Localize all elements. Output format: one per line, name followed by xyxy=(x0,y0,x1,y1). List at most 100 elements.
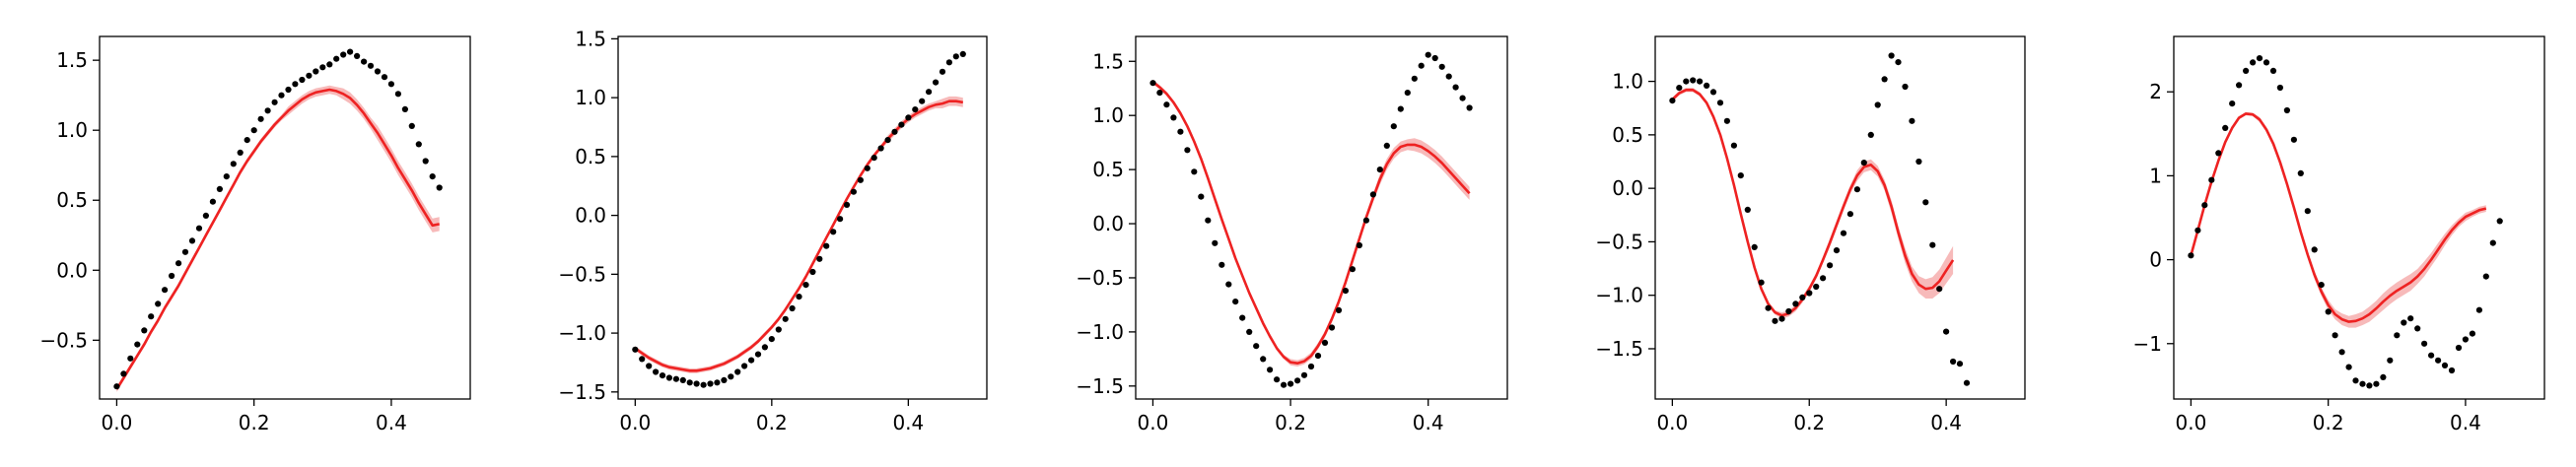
data-point xyxy=(1820,275,1827,282)
data-point xyxy=(381,74,388,81)
axes-frame xyxy=(2173,35,2545,400)
x-tick-label: 0.4 xyxy=(2450,411,2481,434)
data-point xyxy=(387,81,394,88)
data-point xyxy=(1683,78,1690,85)
data-point xyxy=(2229,100,2236,107)
data-point xyxy=(734,368,741,375)
data-point xyxy=(775,326,782,333)
data-point xyxy=(2290,136,2297,143)
data-point xyxy=(1376,167,1383,173)
data-point xyxy=(2276,84,2283,92)
data-point xyxy=(2188,252,2194,259)
data-point xyxy=(1205,217,1212,224)
y-tick-label: 0 xyxy=(2149,248,2162,272)
y-tick-label: 2 xyxy=(2149,80,2162,103)
plot-area xyxy=(1149,51,1473,388)
y-tick-label: 1.0 xyxy=(575,86,606,109)
data-point xyxy=(113,383,120,390)
data-point xyxy=(306,72,313,79)
data-point xyxy=(1431,54,1438,62)
data-point xyxy=(1915,158,1922,166)
data-point xyxy=(1936,286,1943,293)
y-tick-label: −1.0 xyxy=(1076,320,1124,344)
uncertainty-band xyxy=(1152,79,1470,367)
subplot-5: 0.0 0.2 0.4 −1 0 1 2 xyxy=(2133,35,2545,434)
data-point xyxy=(216,185,223,192)
y-tick-label: −1.5 xyxy=(558,380,606,404)
x-tick-label: 0.0 xyxy=(619,411,651,434)
data-point xyxy=(1744,206,1751,213)
data-point xyxy=(127,355,134,362)
data-point xyxy=(1799,294,1806,300)
data-point xyxy=(313,68,319,75)
x-tick-label: 0.4 xyxy=(892,411,924,434)
data-point xyxy=(326,61,333,68)
y-tick-label: 0.5 xyxy=(575,145,606,168)
data-point xyxy=(1369,191,1376,198)
data-point xyxy=(436,184,443,191)
data-point xyxy=(761,344,769,351)
data-point xyxy=(952,53,959,60)
axes-frame xyxy=(1654,35,2026,400)
data-point xyxy=(2263,59,2270,66)
data-point xyxy=(857,176,865,183)
y-tick-label: −0.5 xyxy=(1076,266,1124,290)
data-point xyxy=(162,287,169,294)
data-point xyxy=(169,272,175,280)
data-point xyxy=(202,212,209,219)
data-point xyxy=(292,81,299,88)
data-point xyxy=(2380,373,2387,380)
x-tick-label: 0.4 xyxy=(1930,411,1962,434)
data-point xyxy=(340,51,347,58)
y-tick-label: −1.0 xyxy=(1595,284,1643,307)
data-point xyxy=(714,379,721,386)
axes-frame xyxy=(1135,35,1508,400)
data-point xyxy=(1383,142,1390,149)
data-point xyxy=(884,137,891,144)
x-tick-label: 0.0 xyxy=(2176,411,2207,434)
data-point xyxy=(2387,357,2394,364)
data-point xyxy=(141,327,148,334)
x-tick-label: 0.0 xyxy=(1656,411,1688,434)
data-point xyxy=(754,351,762,358)
data-point xyxy=(134,341,141,348)
data-point xyxy=(1445,73,1452,80)
data-point xyxy=(1274,376,1281,383)
data-point xyxy=(223,173,230,180)
data-point xyxy=(939,68,946,75)
x-tick-label: 0.4 xyxy=(376,411,407,434)
data-point xyxy=(2414,325,2421,332)
data-point xyxy=(1697,78,1704,85)
x-tick-label: 0.4 xyxy=(1413,411,1444,434)
data-point xyxy=(2318,282,2325,289)
uncertainty-band xyxy=(1672,88,1954,319)
data-point xyxy=(1669,98,1676,104)
data-point xyxy=(2448,367,2456,374)
data-point xyxy=(1314,353,1322,360)
y-tick-label: −1.5 xyxy=(1076,374,1124,398)
data-point xyxy=(264,107,271,114)
data-point xyxy=(721,376,728,383)
y-tick-label: −1.5 xyxy=(1595,337,1643,361)
data-point xyxy=(1418,62,1425,69)
data-point xyxy=(1239,314,1246,321)
data-point xyxy=(2297,169,2304,176)
data-point xyxy=(250,127,257,134)
x-tick-label: 0.0 xyxy=(1138,411,1169,434)
data-point xyxy=(1785,307,1792,315)
plot-area xyxy=(113,48,443,392)
data-point xyxy=(2462,336,2469,343)
data-point xyxy=(1397,105,1404,112)
data-point xyxy=(1840,230,1847,236)
data-point xyxy=(1163,101,1170,108)
data-point xyxy=(354,52,361,60)
data-point xyxy=(1218,261,1225,268)
data-point xyxy=(693,380,700,387)
data-point xyxy=(2352,377,2359,384)
data-point xyxy=(1170,114,1177,121)
data-point xyxy=(1253,343,1260,350)
data-point xyxy=(1349,266,1356,273)
uncertainty-band xyxy=(2191,111,2486,328)
data-point xyxy=(646,363,653,369)
data-point xyxy=(1362,217,1369,224)
